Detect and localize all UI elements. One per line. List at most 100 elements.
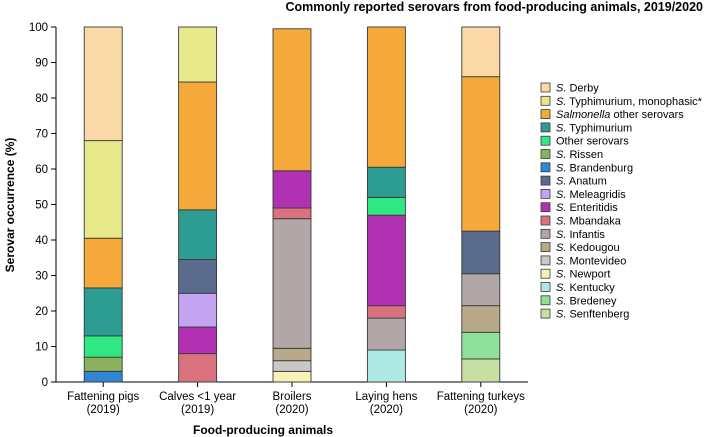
legend-label: S. Montevideo (556, 255, 626, 267)
bar-segment-rissen (83, 356, 123, 372)
legend-swatch (540, 295, 551, 306)
legend-swatch (540, 149, 551, 159)
bar-segment-enteritidis (272, 170, 312, 209)
bar-segment-mbandaka (178, 353, 218, 383)
legend-swatch (540, 308, 551, 319)
bar-segment-other-serovars (83, 237, 123, 289)
x-tick-label: Calves <1 year (159, 391, 236, 403)
y-tick-label: 50 (35, 200, 48, 212)
bar-segment-typhimurium (178, 209, 218, 260)
legend-label: S. Mbandaka (556, 216, 622, 228)
bar-segment-other-serovars (83, 335, 123, 358)
bar-segment-infantis (272, 218, 312, 349)
y-axis-label: Serovar occurrence (%) (3, 138, 17, 273)
bar-segment-anatum (461, 230, 501, 275)
bar-segment-derby (461, 26, 501, 78)
legend-swatch (540, 175, 551, 186)
bar-segment-derby (83, 26, 123, 142)
bar-segment-kedougou (272, 347, 312, 362)
legend-swatch (540, 228, 551, 239)
bar-segment-other-serovars (366, 26, 406, 168)
legend-label: S. Kedougou (556, 242, 620, 254)
x-axis-label: Food-producing animals (193, 423, 333, 437)
bar-segment-kedougou (461, 305, 501, 333)
y-tick-label: 70 (35, 129, 48, 141)
bar-segment-mbandaka (366, 305, 406, 319)
legend-swatch (540, 95, 551, 106)
legend-label: S. Kentucky (556, 282, 615, 294)
y-tick-label: 30 (35, 271, 48, 283)
x-tick-label-year: (2020) (464, 404, 497, 416)
bar-segment-typhimurium (83, 287, 123, 337)
legend-swatch (540, 122, 551, 133)
x-tick-label: Fattening pigs (67, 391, 139, 403)
bar-segment-bredeney (461, 331, 501, 360)
bar-segment-other-serovars (366, 196, 406, 216)
bar-segment-brandenburg (83, 370, 123, 383)
x-tick-label-year: (2020) (370, 404, 403, 416)
legend-label: S. Derby (556, 83, 599, 95)
y-tick-label: 40 (35, 235, 48, 247)
bar-segment-montevideo (272, 360, 312, 372)
x-tick-label-year: (2020) (275, 404, 308, 416)
bar-segment-other-serovars (272, 28, 312, 172)
legend-swatch (540, 188, 551, 199)
legend-label: S. Typhimurium, monophasic* (556, 96, 703, 108)
bar-segment-senftenberg (461, 358, 501, 383)
x-tick-labels: Fattening pigs(2019)Calves <1 year(2019)… (67, 391, 525, 416)
legend-swatch (540, 268, 551, 279)
bar-segment-kentucky (366, 349, 406, 383)
x-tick-label-year: (2019) (87, 404, 120, 416)
legend-swatch (540, 135, 551, 146)
legend-label: S. Newport (556, 269, 610, 281)
x-tick-label: Fattening turkeys (437, 391, 525, 403)
bar-segment-meleagridis (178, 292, 218, 328)
legend-label: S. Enteritidis (556, 202, 618, 214)
bar-segment-typhimurium-monophasic- (178, 26, 218, 83)
legend-label: S. Brandenburg (556, 162, 633, 174)
legend-swatch (540, 215, 551, 226)
bar-segment-newport (272, 370, 312, 383)
legend-swatch (540, 82, 551, 93)
legend-label: S. Bredeney (556, 295, 617, 307)
legend-label: S. Rissen (556, 149, 603, 161)
legend-label: S. Anatum (556, 176, 607, 188)
bars (83, 26, 501, 383)
chart-title: Commonly reported serovars from food-pro… (285, 0, 703, 14)
legend-label: S. Senftenberg (556, 309, 629, 321)
y-tick-label: 90 (35, 58, 48, 70)
bar-segment-anatum (178, 259, 218, 294)
legend-label: S. Meleagridis (556, 189, 626, 201)
legend-label: S. Infantis (556, 229, 605, 241)
bar-segment-mbandaka (272, 207, 312, 220)
legend-swatch (540, 282, 551, 292)
y-tick-label: 80 (35, 93, 48, 105)
y-tick-label: 10 (35, 342, 48, 354)
bar-segment-other-serovars (178, 81, 218, 211)
bar-segment-other-serovars (461, 76, 501, 232)
legend-swatch (540, 242, 551, 253)
legend-swatch (540, 202, 551, 213)
x-tick-label: Broilers (273, 391, 312, 403)
x-tick-label: Laying hens (355, 391, 417, 403)
bar-segment-enteritidis (366, 214, 406, 307)
y-tick-label: 60 (35, 164, 48, 176)
legend-swatch (540, 255, 551, 266)
legend-swatch (540, 162, 551, 173)
bar-segment-infantis (366, 317, 406, 351)
bar-segment-infantis (461, 273, 501, 307)
bar-segment-enteritidis (178, 326, 218, 355)
legend-label: Other serovars (556, 136, 629, 148)
legend-swatch (540, 109, 551, 119)
legend-label: S. Typhimurium (556, 122, 632, 134)
y-tick-label: 0 (42, 377, 48, 389)
x-tick-label-year: (2019) (181, 404, 214, 416)
bar-segment-typhimurium-monophasic- (83, 140, 123, 239)
bar-segment-typhimurium (366, 166, 406, 198)
y-tick-label: 20 (35, 306, 48, 318)
legend-label: Salmonella other serovars (556, 109, 684, 121)
y-tick-label: 100 (29, 22, 48, 34)
